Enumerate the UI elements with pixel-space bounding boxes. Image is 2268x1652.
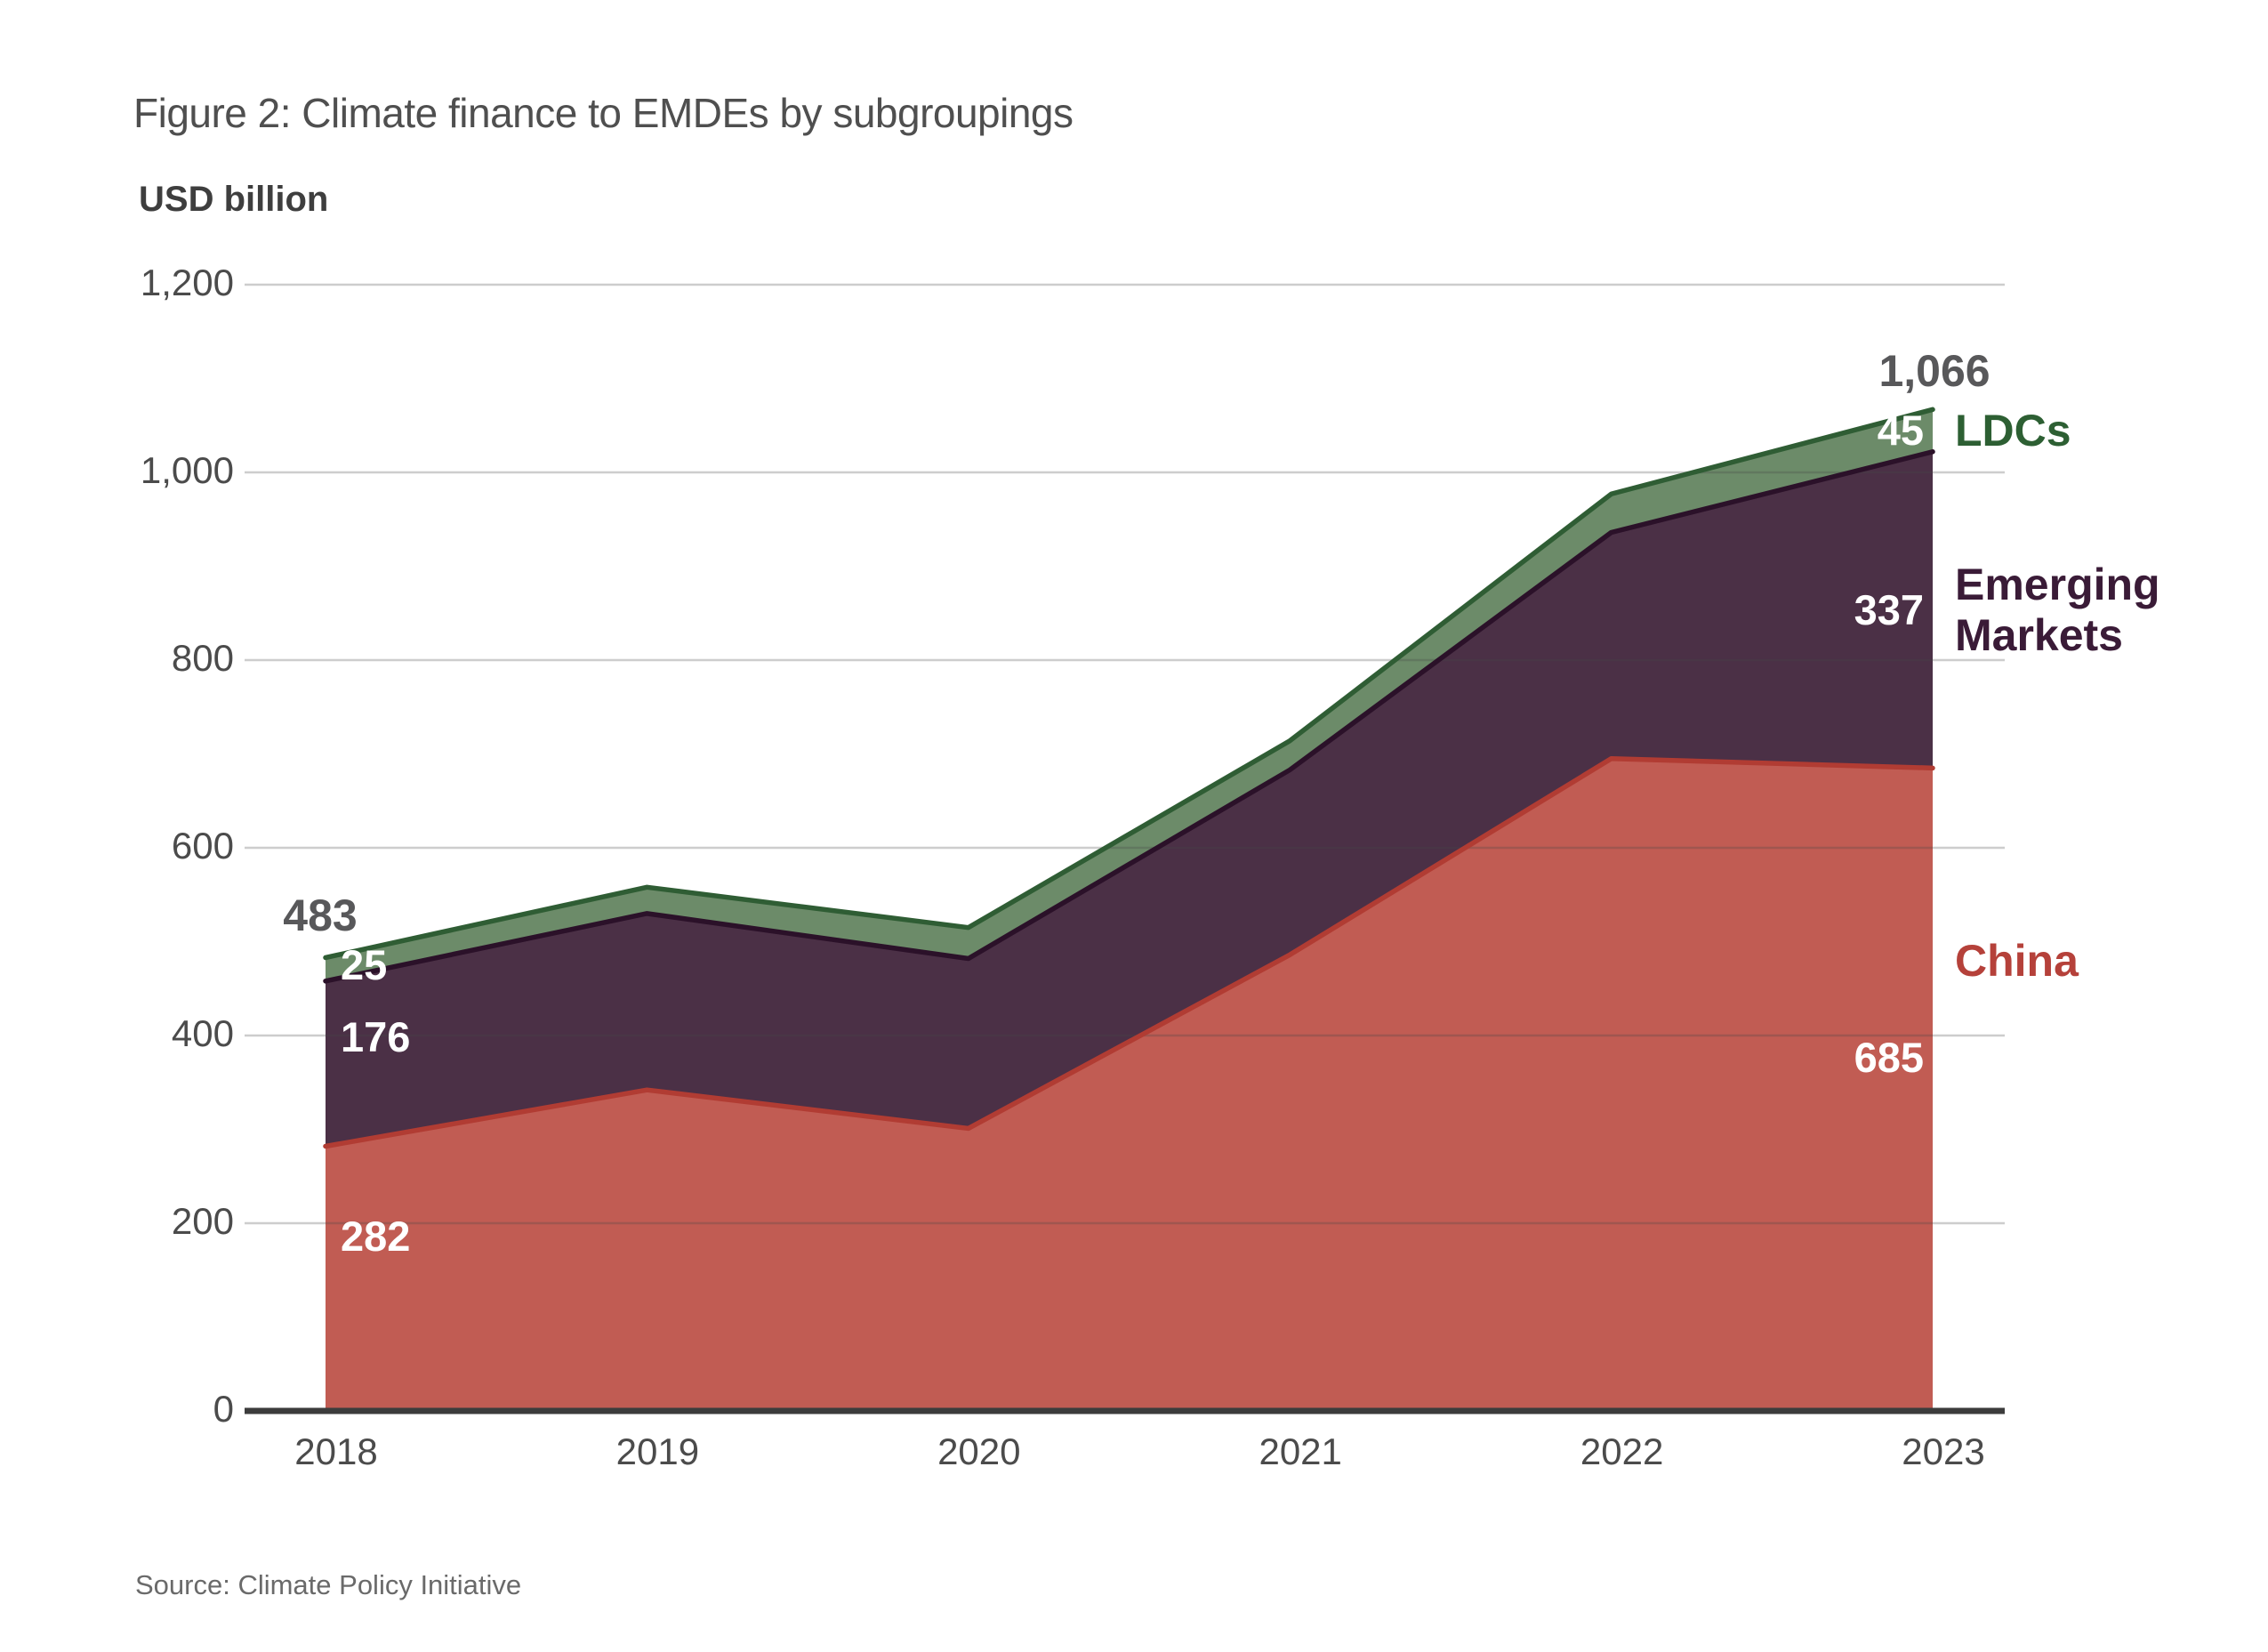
y-tick-label: 400	[171, 1012, 234, 1054]
x-tick-label: 2020	[937, 1430, 1021, 1472]
x-tick-label: 2023	[1902, 1430, 1985, 1472]
value-label-first-ldcs: 25	[341, 941, 388, 989]
value-label-last-china: 685	[1854, 1033, 1924, 1081]
total-label-first: 483	[283, 890, 358, 941]
series-label-emerging-markets: Emerging Markets	[1955, 559, 2160, 660]
y-axis-unit-label: USD billion	[139, 180, 329, 219]
y-tick-label: 600	[171, 825, 234, 866]
edge-emerging-markets	[323, 449, 1935, 984]
value-label-last-ldcs: 45	[1877, 407, 1924, 455]
x-tick-label: 2018	[294, 1430, 378, 1472]
y-tick-label: 1,200	[140, 262, 234, 303]
y-tick-label: 800	[171, 637, 234, 679]
source-note: Source: Climate Policy Initiative	[135, 1569, 522, 1600]
area-china	[326, 758, 1933, 1411]
value-label-first-china: 282	[341, 1212, 411, 1260]
total-label-last: 1,066	[1878, 346, 1991, 397]
value-label-first-emerging-markets: 176	[341, 1012, 411, 1060]
edge-china	[323, 756, 1935, 1149]
area-emerging-markets	[326, 451, 1933, 1147]
edge-ldcs	[323, 407, 1935, 961]
value-label-last-emerging-markets: 337	[1854, 585, 1924, 633]
y-tick-label: 0	[213, 1388, 234, 1430]
page-title: Figure 2: Climate finance to EMDEs by su…	[133, 90, 1074, 136]
x-tick-label: 2022	[1580, 1430, 1664, 1472]
x-tick-label: 2019	[615, 1430, 700, 1472]
y-tick-label: 200	[171, 1200, 234, 1242]
x-tick-label: 2021	[1259, 1430, 1342, 1472]
y-tick-label: 1,000	[140, 449, 234, 491]
series-label-ldcs: LDCs	[1955, 405, 2071, 455]
series-label-china: China	[1955, 935, 2079, 986]
